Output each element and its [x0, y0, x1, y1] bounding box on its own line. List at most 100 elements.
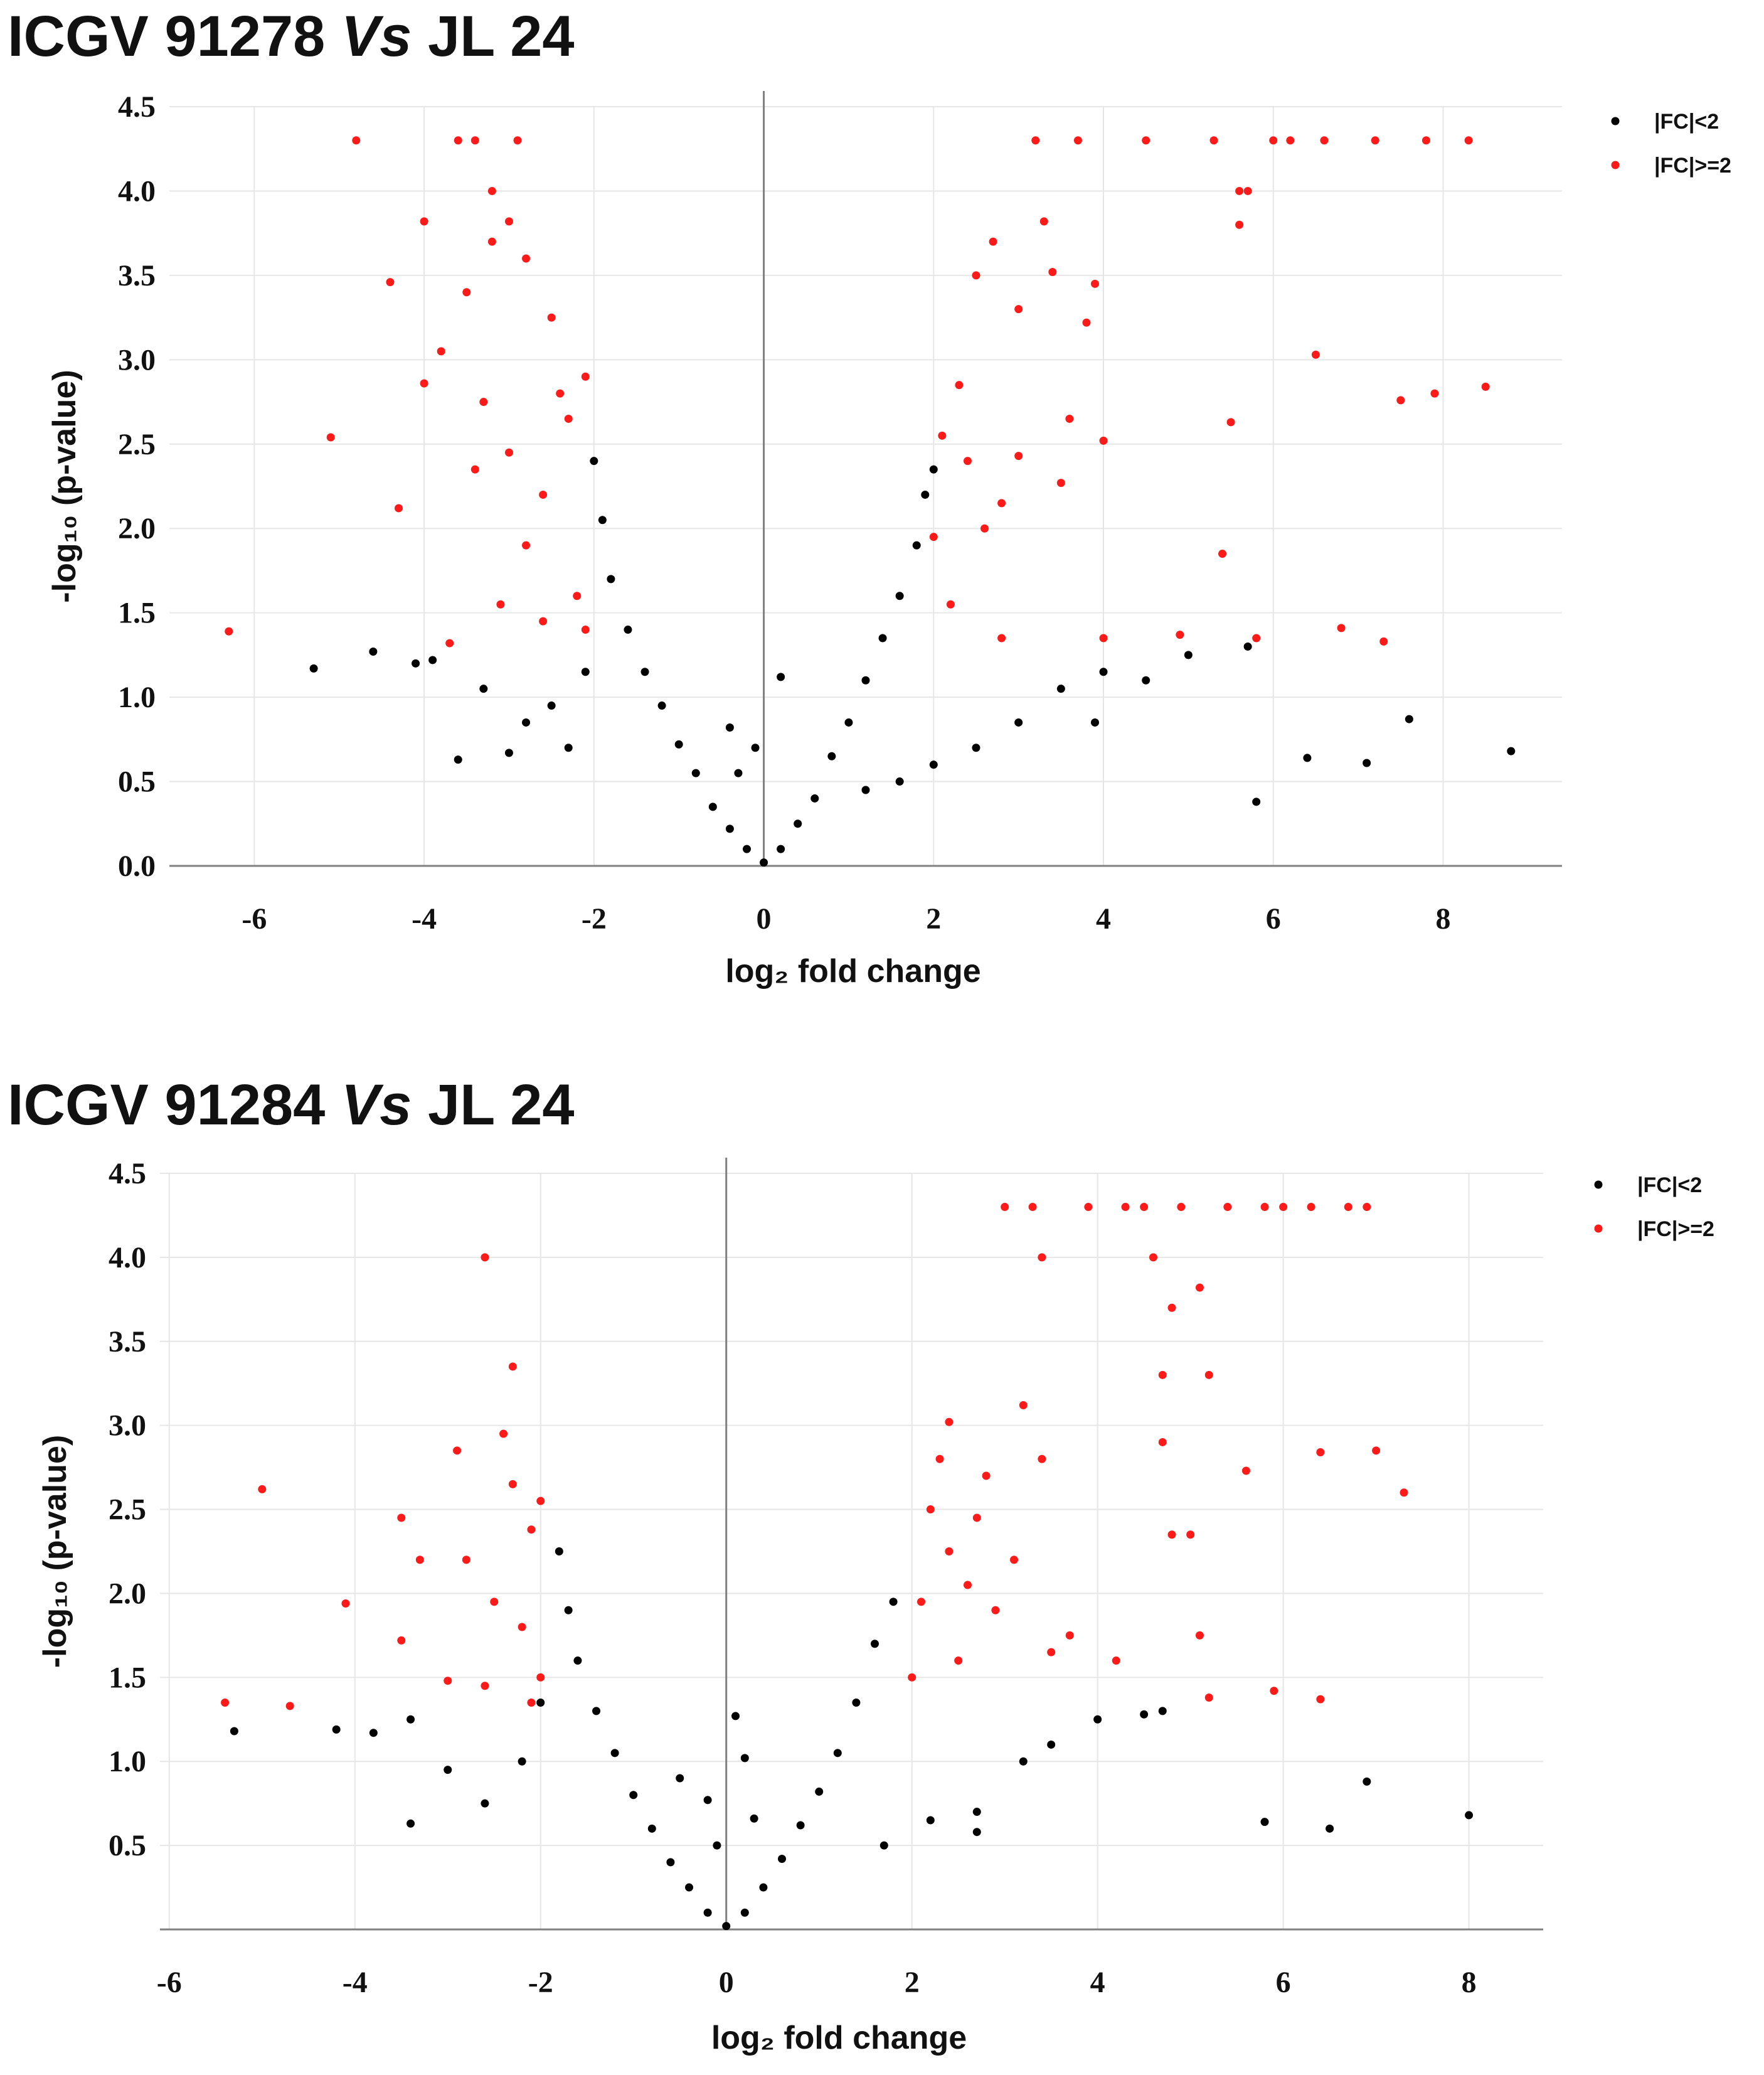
data-point — [740, 1754, 749, 1763]
data-point — [258, 1485, 267, 1493]
data-point — [878, 634, 887, 643]
data-point — [777, 845, 785, 853]
x-tick-label: -4 — [412, 902, 437, 936]
data-point — [504, 448, 513, 457]
data-point — [1038, 1253, 1046, 1262]
data-point — [1195, 1283, 1204, 1292]
data-point — [518, 1757, 526, 1766]
data-point — [470, 465, 479, 474]
data-point — [581, 372, 590, 381]
x-tick-label: -6 — [157, 1966, 182, 1999]
legend-label: |FC|<2 — [1637, 1173, 1702, 1197]
data-point — [1099, 634, 1108, 643]
data-point — [1481, 382, 1490, 391]
data-point — [1056, 685, 1065, 693]
data-point — [444, 1677, 452, 1685]
data-point — [1400, 1488, 1408, 1497]
data-point — [997, 499, 1006, 508]
data-point — [332, 1725, 341, 1734]
data-point — [676, 1774, 684, 1783]
data-point — [415, 1555, 424, 1564]
x-tick-label: -6 — [242, 902, 267, 936]
data-point — [1158, 1438, 1167, 1446]
x-tick-label: 4 — [1096, 902, 1111, 936]
data-point — [352, 136, 361, 145]
data-point — [454, 755, 462, 764]
data-point — [1311, 350, 1320, 359]
data-point — [221, 1699, 230, 1707]
data-point — [462, 288, 471, 297]
data-point — [796, 1821, 805, 1830]
data-point — [590, 457, 598, 466]
x-tick-label: 2 — [905, 1966, 920, 1999]
y-tick-label: 3.0 — [109, 1409, 146, 1443]
data-point — [794, 819, 802, 828]
y-tick-label: 4.5 — [109, 1157, 146, 1190]
legend-label: |FC|>=2 — [1654, 154, 1731, 178]
data-point — [1082, 318, 1091, 327]
series-points — [230, 1547, 1474, 1931]
data-point — [1014, 305, 1023, 314]
data-point — [1184, 651, 1193, 659]
data-point — [861, 786, 870, 794]
legend-marker — [1594, 1224, 1603, 1233]
data-point — [725, 824, 734, 833]
data-point — [1326, 1824, 1334, 1833]
data-point — [539, 490, 548, 499]
data-point — [861, 676, 870, 685]
data-point — [1235, 186, 1244, 195]
data-point — [496, 600, 505, 609]
data-point — [895, 592, 904, 600]
data-point — [564, 414, 573, 423]
x-tick-label: -4 — [343, 1966, 368, 1999]
x-tick-label: 0 — [757, 902, 772, 936]
data-point — [1307, 1203, 1315, 1212]
y-tick-label: 2.0 — [109, 1577, 146, 1610]
y-tick-label: 4.5 — [118, 90, 156, 124]
data-point — [725, 723, 734, 732]
data-point — [581, 626, 590, 634]
data-point — [1286, 136, 1295, 145]
legend-label: |FC|<2 — [1654, 110, 1719, 134]
data-point — [1039, 217, 1048, 226]
data-point — [777, 673, 785, 681]
data-point — [481, 1799, 489, 1808]
data-point — [708, 803, 717, 811]
y-tick-label: 4.0 — [109, 1241, 146, 1274]
data-point — [980, 524, 989, 533]
data-point — [972, 1828, 981, 1837]
data-point — [938, 431, 947, 440]
data-point — [1223, 1203, 1232, 1212]
data-point — [527, 1525, 536, 1534]
data-point — [1218, 550, 1227, 558]
data-point — [453, 1446, 462, 1455]
data-point — [640, 668, 649, 676]
data-point — [1099, 436, 1108, 445]
data-point — [1047, 1740, 1056, 1749]
x-tick-label: -2 — [528, 1966, 553, 1999]
data-point — [481, 1682, 489, 1690]
x-tick-label: 0 — [719, 1966, 734, 1999]
data-point — [573, 592, 582, 600]
data-point — [499, 1429, 508, 1438]
data-point — [1241, 1466, 1250, 1475]
data-point — [1140, 1203, 1149, 1212]
data-point — [997, 634, 1006, 643]
data-point — [778, 1855, 787, 1864]
data-point — [945, 1547, 954, 1555]
data-point — [598, 516, 607, 525]
data-point — [624, 626, 632, 634]
data-point — [1337, 624, 1346, 632]
data-point — [760, 858, 768, 867]
data-point — [972, 744, 980, 752]
chart-title: ICGV 91284 Vs JL 24 — [8, 1073, 575, 1137]
y-tick-label: 0.0 — [118, 850, 156, 883]
data-point — [742, 845, 751, 853]
data-point — [564, 1606, 573, 1614]
y-tick-label: 1.5 — [109, 1661, 146, 1694]
x-tick-label: 6 — [1276, 1966, 1291, 1999]
legend-marker — [1611, 161, 1620, 169]
data-point — [1372, 1446, 1381, 1455]
y-tick-label: 2.5 — [109, 1493, 146, 1527]
data-point — [1167, 1303, 1176, 1312]
